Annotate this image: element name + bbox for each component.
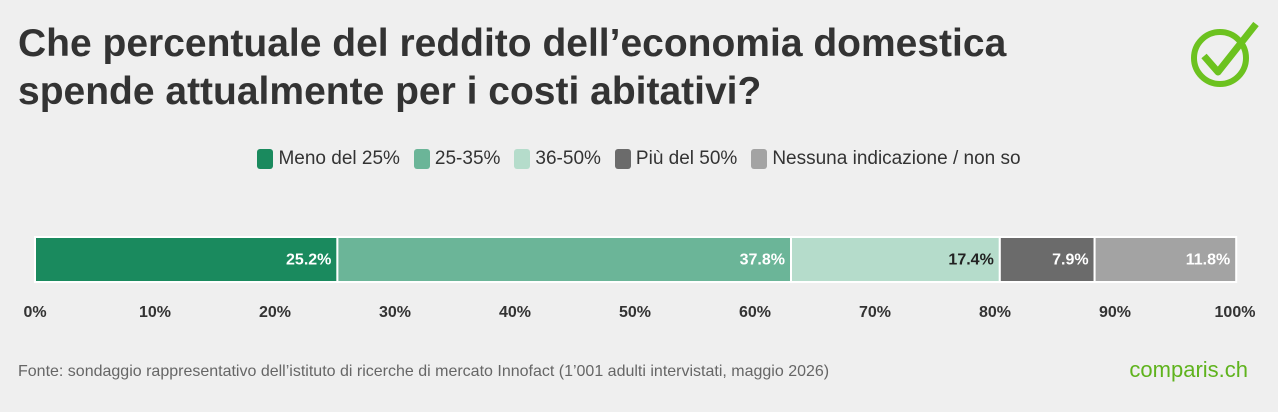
x-tick-label: 30% (379, 304, 411, 321)
x-tick-label: 10% (139, 304, 171, 321)
legend-item: 25-35% (413, 148, 501, 170)
x-tick-label: 20% (259, 304, 291, 321)
x-tick-label: 100% (1215, 304, 1256, 321)
bar-segment (1093, 236, 1238, 283)
x-tick-label: 50% (619, 304, 651, 321)
legend-label: Meno del 25% (278, 148, 400, 169)
legend-item: 36-50% (514, 148, 601, 170)
x-tick-label: 60% (739, 304, 771, 321)
data-label: 7.9% (1052, 252, 1088, 269)
bar-segment (34, 236, 339, 283)
legend-swatch (257, 149, 274, 169)
legend-item: Più del 50% (614, 148, 738, 170)
x-tick-label: 40% (499, 304, 531, 321)
x-tick-label: 0% (23, 304, 46, 321)
legend-swatch (514, 149, 531, 169)
legend-label: Più del 50% (635, 148, 738, 169)
check-icon (1191, 21, 1259, 87)
chart: 0% 10% 20% 30% 40% 50% 60% 70% 80% 90% 100% 25.2% 37… (23, 236, 1256, 321)
legend-swatch (413, 149, 430, 169)
x-tick-label: 70% (859, 304, 891, 321)
data-label: 17.4% (948, 252, 993, 269)
legend-label: Nessuna indicazione / non so (772, 148, 1021, 169)
x-tick-label: 80% (979, 304, 1011, 321)
legend-item: Nessuna indicazione / non so (751, 148, 1021, 170)
data-label: 25.2% (286, 252, 331, 269)
bar-segment (336, 236, 792, 283)
legend-item: Meno del 25% (257, 148, 400, 170)
logo: comparis.ch (1129, 357, 1248, 382)
source: Fonte: sondaggio rappresentativo dell’is… (18, 363, 830, 380)
legend-label: 25-35% (434, 148, 501, 169)
legend: Meno del 25% 25-35% 36-50% Più del 50% Nessu… (0, 148, 1278, 170)
legend-swatch (751, 149, 768, 169)
legend-label: 36-50% (535, 148, 601, 169)
legend-swatch (614, 149, 631, 169)
chart-title: Che percentuale del reddito dell’economi… (18, 22, 1007, 113)
bar-segment (790, 236, 1001, 283)
data-label: 37.8% (740, 252, 785, 269)
x-tick-label: 90% (1099, 304, 1131, 321)
data-label: 11.8% (1186, 252, 1230, 269)
